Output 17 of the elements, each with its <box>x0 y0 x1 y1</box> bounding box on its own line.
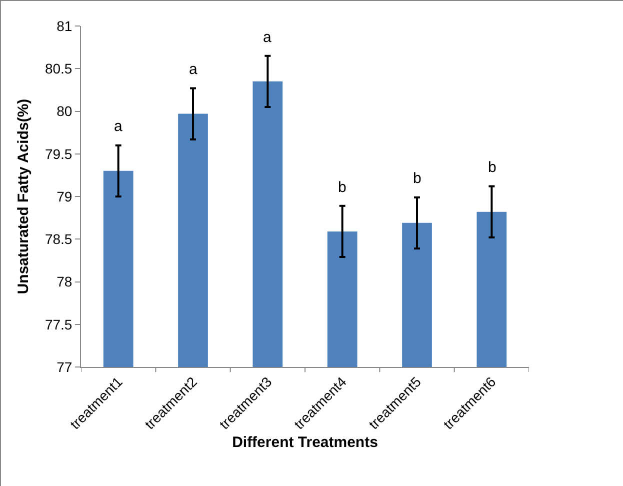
annotation: a <box>114 118 123 135</box>
annotation: a <box>263 29 272 46</box>
y-tick-label: 81 <box>56 18 72 34</box>
x-axis-title: Different Treatments <box>232 434 378 452</box>
y-tick-label: 78 <box>56 274 72 290</box>
y-tick-label: 77 <box>56 358 72 375</box>
y-tick-label: 79 <box>56 188 72 204</box>
y-tick-label: 79.5 <box>44 146 72 162</box>
annotation: a <box>189 61 198 78</box>
y-tick-label: 80.5 <box>44 60 72 77</box>
annotation: b <box>338 179 346 196</box>
annotation: b <box>413 170 422 187</box>
y-tick-label: 78.5 <box>44 231 72 248</box>
y-tick-label: 80 <box>56 103 72 120</box>
y-tick-label: 77.5 <box>44 316 72 332</box>
y-axis-title: Unsaturated Fatty Acids(%) <box>15 98 32 294</box>
annotation: b <box>488 159 496 176</box>
